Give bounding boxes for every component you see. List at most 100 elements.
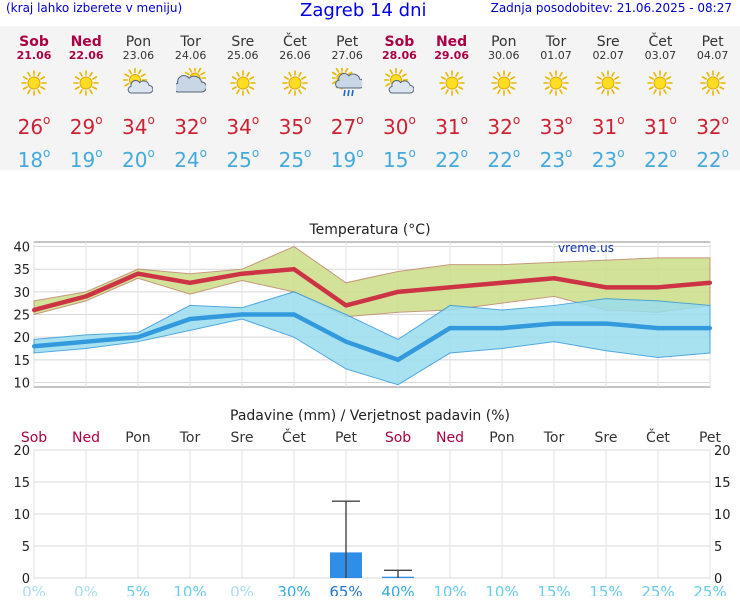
max-temp: 27o xyxy=(321,108,373,139)
min-temp-value: 25 xyxy=(226,148,252,172)
degree-sign: o xyxy=(408,113,416,127)
degree-sign: o xyxy=(565,113,573,127)
day-date: 25.06 xyxy=(227,49,259,62)
degree-sign: o xyxy=(356,113,364,127)
cloudy-icon xyxy=(173,66,207,93)
max-temp: 31o xyxy=(634,108,686,139)
degree-sign: o xyxy=(669,113,677,127)
degree-sign: o xyxy=(43,113,51,127)
max-temp-value: 27 xyxy=(330,115,357,139)
min-temp: 23o xyxy=(582,141,634,172)
max-temp-line-point xyxy=(708,280,712,285)
min-temp-value: 25 xyxy=(278,148,305,172)
degree-sign: o xyxy=(617,113,625,127)
max-temp-value: 32 xyxy=(487,115,513,139)
degree-sign: o xyxy=(251,113,260,127)
max-temp-value: 34 xyxy=(226,115,252,139)
sun-icon xyxy=(73,70,99,96)
min-temp: 24o xyxy=(165,141,217,172)
precipitation-chart-title: Padavine (mm) / Verjetnost padavin (%) xyxy=(230,408,510,424)
max-temp-line-point xyxy=(604,285,608,290)
day-column: Ned 22.06 29o 19o xyxy=(60,26,112,172)
max-temp: 33o xyxy=(530,108,582,139)
day-axis-label: Tor xyxy=(179,430,201,446)
degree-sign: o xyxy=(304,146,312,160)
min-temp-value: 23 xyxy=(539,148,566,172)
degree-sign: o xyxy=(408,146,416,160)
min-temp: 19o xyxy=(60,141,112,172)
degree-sign: o xyxy=(199,113,207,127)
min-temp-line-point xyxy=(292,312,296,317)
weather-icon xyxy=(280,68,310,98)
day-date: 27.06 xyxy=(331,49,363,62)
day-date: 01.07 xyxy=(540,49,572,62)
y-tick-label: 5 xyxy=(22,540,30,555)
day-axis-label: Pon xyxy=(489,430,514,446)
min-temp-value: 22 xyxy=(435,148,461,172)
y-tick-label: 15 xyxy=(13,354,30,369)
day-date: 28.06 xyxy=(381,49,417,62)
degree-sign: o xyxy=(512,146,521,160)
last-updated: Zadnja posodobitev: 21.06.2025 - 08:27 xyxy=(490,1,732,15)
max-temp-line-point xyxy=(448,285,452,290)
weather-icon xyxy=(645,68,675,98)
day-column: Tor 24.06 32o 24o xyxy=(165,26,217,172)
sun-icon xyxy=(438,70,465,96)
day-column: Pon 30.06 32o 22o xyxy=(478,26,530,172)
degree-sign: o xyxy=(199,146,207,160)
max-temp: 32o xyxy=(478,108,530,139)
weather-icon xyxy=(123,67,154,98)
degree-sign: o xyxy=(251,146,260,160)
location-menu-hint[interactable]: (kraj lahko izberete v meniju) xyxy=(6,1,183,15)
max-temp-value: 31 xyxy=(643,115,670,139)
max-temp-value: 35 xyxy=(278,115,305,139)
precipitation-probability: 65% xyxy=(329,583,362,596)
y-tick-label: 30 xyxy=(13,286,30,301)
min-temp: 22o xyxy=(634,141,686,172)
min-temp: 20o xyxy=(112,141,164,172)
weather-icon xyxy=(19,68,49,98)
max-temp-line-point xyxy=(84,294,88,299)
day-column: Pet 04.07 32o 22o xyxy=(687,26,739,172)
day-date: 26.06 xyxy=(279,49,311,62)
degree-sign: o xyxy=(721,146,729,160)
sun-icon xyxy=(229,70,256,96)
max-temp-line-point xyxy=(240,271,244,276)
min-temp-value: 20 xyxy=(121,148,148,172)
max-temp-value: 33 xyxy=(539,115,566,139)
precipitation-probability: 5% xyxy=(126,583,150,596)
max-temp-value: 31 xyxy=(435,115,461,139)
min-temp-line-point xyxy=(136,335,140,340)
precipitation-probability: 10% xyxy=(433,583,466,596)
degree-sign: o xyxy=(147,113,155,127)
degree-sign: o xyxy=(95,113,103,127)
day-axis-label: Sob xyxy=(385,430,411,446)
min-temp-value: 22 xyxy=(696,148,722,172)
max-temp-line-point xyxy=(188,280,192,285)
min-temp-value: 24 xyxy=(174,148,200,172)
min-temp-line-point xyxy=(84,339,88,344)
min-temp: 22o xyxy=(687,141,739,172)
min-temp-line-point xyxy=(656,326,660,331)
max-temp-line-point xyxy=(292,267,296,272)
max-temp: 26o xyxy=(8,108,60,139)
daily-forecast-strip: Sob 21.06 26o 18o Ned 22.06 29o 19o Pon 23.06 34o 2… xyxy=(0,26,740,172)
precipitation-probability: 0% xyxy=(22,583,46,596)
max-temp-line-point xyxy=(344,303,348,308)
degree-sign: o xyxy=(95,146,103,160)
sun-cloud-icon xyxy=(384,67,415,94)
y-tick-label: 0 xyxy=(22,572,30,587)
degree-sign: o xyxy=(304,113,312,127)
day-name: Pon xyxy=(125,34,152,50)
day-axis-label: Pet xyxy=(699,430,722,446)
day-axis-label: Tor xyxy=(543,430,565,446)
min-temp: 15o xyxy=(373,141,425,172)
day-name: Čet xyxy=(283,34,307,50)
day-column: Pon 23.06 34o 20o xyxy=(112,26,164,172)
min-temp: 25o xyxy=(269,141,321,172)
min-temp-line-point xyxy=(344,339,348,344)
day-name: Ned xyxy=(70,34,102,50)
day-date: 04.07 xyxy=(696,49,729,62)
min-temp-value: 19 xyxy=(69,148,96,172)
precipitation-probability: 15% xyxy=(537,583,570,596)
